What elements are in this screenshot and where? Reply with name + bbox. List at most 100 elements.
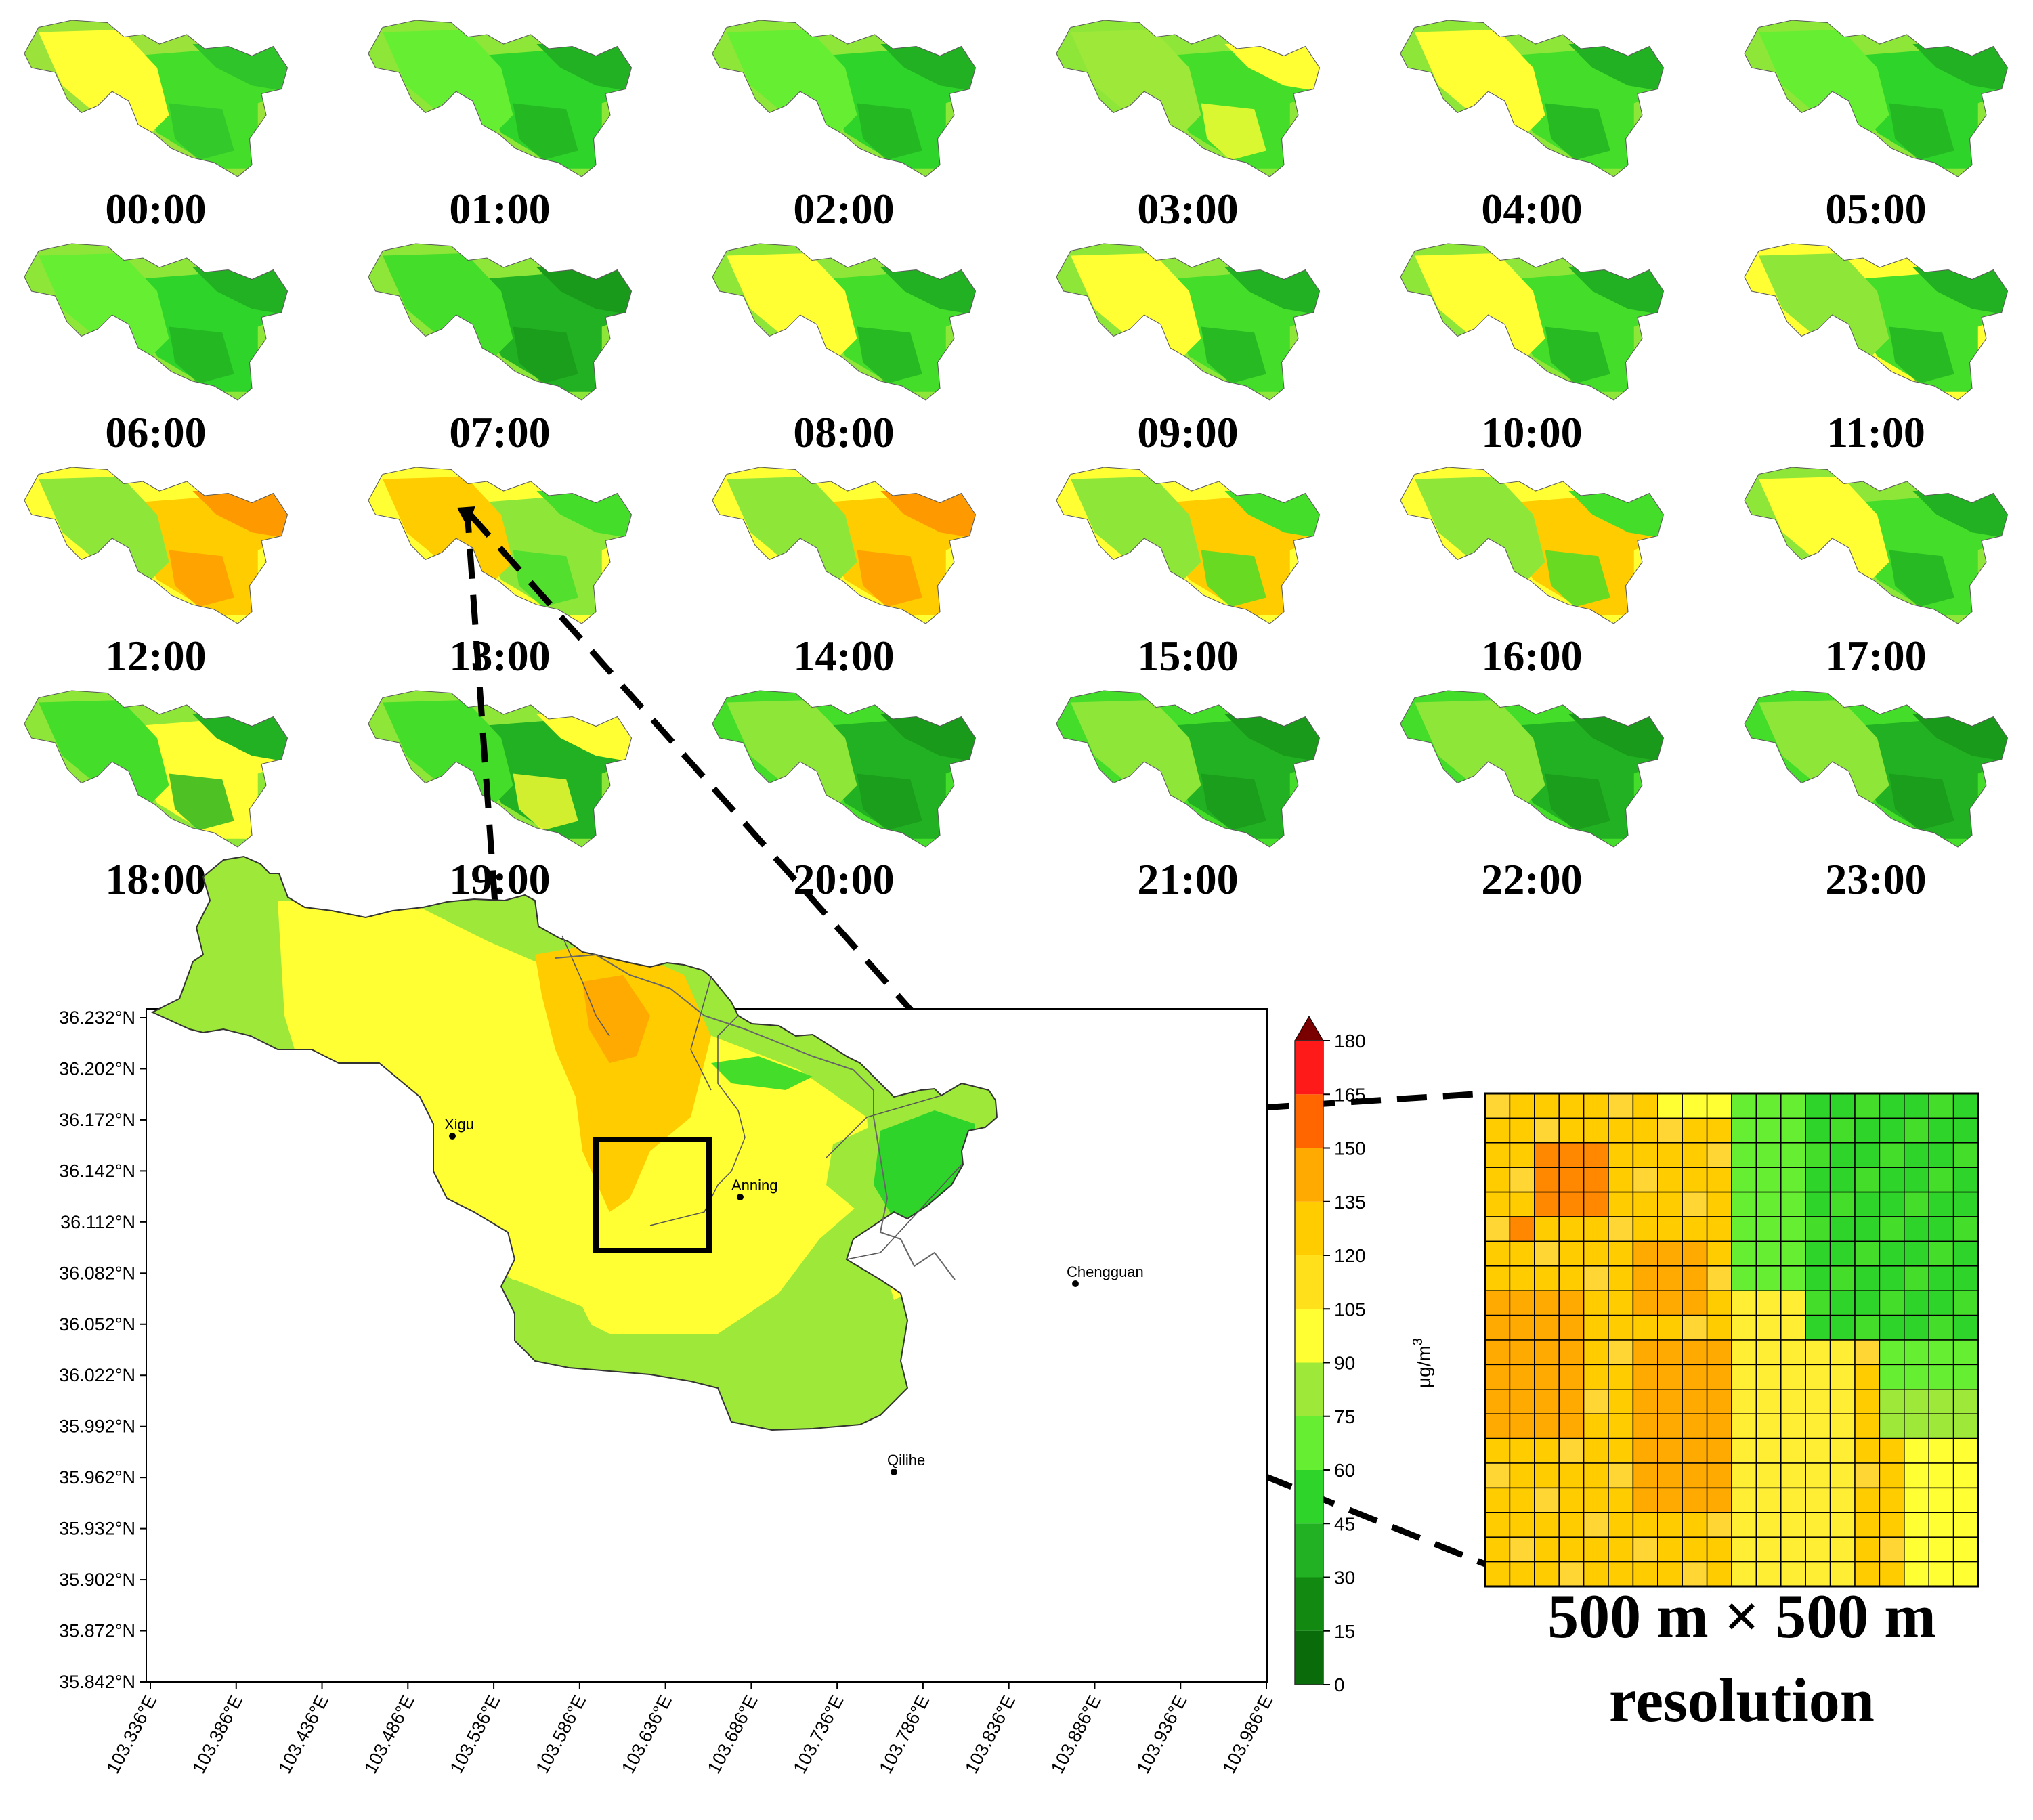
grid-cell (1558, 1093, 1585, 1119)
city-markers: Xigu Anning Chengguan Qilihe (444, 1116, 1144, 1475)
grid-cell (1682, 1389, 1708, 1414)
grid-cell (1780, 1265, 1806, 1291)
grid-cell (1706, 1389, 1732, 1414)
grid-cell (1755, 1117, 1782, 1144)
colorbar-level-6: 90 (1334, 1353, 1355, 1374)
grid-cell (1558, 1191, 1585, 1217)
grid-cell (1952, 1364, 1979, 1390)
grid-cell (1509, 1364, 1535, 1390)
colorbar: 0 15 30 45 60 75 90 105 120 135 150 165 180 (1294, 1016, 1366, 1695)
lon-tick-label-8: 103.736°E (790, 1692, 848, 1777)
grid-cell (1952, 1314, 1979, 1341)
hour-map-3 (1056, 20, 1321, 177)
grid-cell (1608, 1462, 1634, 1489)
grid-cell (1534, 1487, 1560, 1513)
grid-cell (1509, 1240, 1535, 1267)
grid-cell (1952, 1240, 1979, 1267)
grid-cell (1534, 1240, 1560, 1267)
main-map: Xigu Anning Chengguan Qilihe 36.232°N36.… (59, 856, 1277, 1777)
grid-cell (1731, 1216, 1757, 1242)
grid-cell (1805, 1462, 1831, 1489)
grid-cell (1731, 1314, 1757, 1341)
grid-cell (1829, 1314, 1856, 1341)
resolution-caption-line1: 500 m × 500 m (1547, 1582, 1936, 1651)
grid-cell (1484, 1290, 1511, 1316)
grid-cell (1706, 1290, 1732, 1316)
grid-cell (1755, 1093, 1782, 1119)
grid-cell (1952, 1191, 1979, 1217)
grid-cell (1904, 1314, 1929, 1341)
grid-cell (1805, 1216, 1831, 1242)
grid-cell (1657, 1191, 1683, 1217)
grid-cell (1731, 1339, 1757, 1366)
grid-cell (1731, 1487, 1757, 1513)
grid-cell (1805, 1117, 1831, 1144)
grid-cell (1879, 1462, 1905, 1489)
grid-cell (1829, 1536, 1856, 1563)
grid-cell (1928, 1364, 1954, 1390)
grid-cell (1682, 1216, 1708, 1242)
grid-cell (1928, 1437, 1954, 1464)
grid-cell (1682, 1142, 1708, 1168)
grid-cell (1829, 1216, 1856, 1242)
grid-cell (1657, 1093, 1683, 1119)
grid-cell (1805, 1167, 1831, 1193)
grid-cell (1583, 1265, 1609, 1291)
grid-cell (1706, 1142, 1732, 1168)
grid-cell (1805, 1290, 1831, 1316)
hour-label-14: 14:00 (793, 632, 894, 680)
grid-cell (1632, 1240, 1658, 1267)
grid-cell (1632, 1117, 1658, 1144)
lon-tick-label-4: 103.536°E (446, 1692, 505, 1777)
grid-cell (1558, 1364, 1585, 1390)
grid-cell (1534, 1191, 1560, 1217)
grid-cell (1854, 1216, 1881, 1242)
grid-cell (1706, 1462, 1732, 1489)
grid-cell (1583, 1142, 1609, 1168)
grid-cell (1879, 1167, 1905, 1193)
grid-cell (1509, 1142, 1535, 1168)
grid-cell (1854, 1462, 1881, 1489)
grid-cell (1904, 1265, 1929, 1291)
grid-cell (1534, 1290, 1560, 1316)
grid-cell (1952, 1339, 1979, 1366)
grid-cell (1755, 1191, 1782, 1217)
grid-cell (1632, 1339, 1658, 1366)
grid-cell (1805, 1191, 1831, 1217)
colorbar-level-7: 105 (1334, 1299, 1366, 1320)
colorbar-swatch-0 (1295, 1630, 1323, 1685)
grid-cell (1780, 1389, 1806, 1414)
grid-cell (1952, 1389, 1979, 1414)
lat-tick-label-4: 36.112°N (60, 1212, 135, 1232)
lon-tick-label-2: 103.436°E (274, 1692, 333, 1777)
grid-cell (1928, 1167, 1954, 1193)
hour-map-2 (712, 20, 977, 177)
grid-cell (1608, 1167, 1634, 1193)
grid-cell (1755, 1364, 1782, 1390)
grid-cell (1904, 1413, 1929, 1439)
grid-cell (1583, 1240, 1609, 1267)
hour-label-2: 02:00 (793, 185, 894, 233)
grid-cell (1484, 1437, 1511, 1464)
lon-tick-label-10: 103.836°E (961, 1692, 1019, 1777)
grid-cell (1657, 1413, 1683, 1439)
city-dot-qilihe (891, 1469, 897, 1475)
grid-cell (1583, 1536, 1609, 1563)
grid-cell (1731, 1290, 1757, 1316)
grid-cell (1731, 1240, 1757, 1267)
grid-cell (1484, 1561, 1511, 1587)
grid-cell (1484, 1487, 1511, 1513)
colorbar-level-8: 120 (1334, 1245, 1366, 1266)
hour-map-1 (368, 20, 633, 177)
grid-cell (1534, 1216, 1560, 1242)
grid-cell (1731, 1437, 1757, 1464)
grid-cell (1484, 1339, 1511, 1366)
grid-cell (1558, 1389, 1585, 1414)
hour-label-16: 16:00 (1481, 632, 1582, 680)
grid-cell (1558, 1462, 1585, 1489)
grid-cell (1904, 1437, 1929, 1464)
grid-cell (1854, 1364, 1881, 1390)
grid-cell (1731, 1191, 1757, 1217)
colorbar-level-12: 180 (1334, 1031, 1366, 1052)
colorbar-swatch-8 (1295, 1201, 1323, 1255)
